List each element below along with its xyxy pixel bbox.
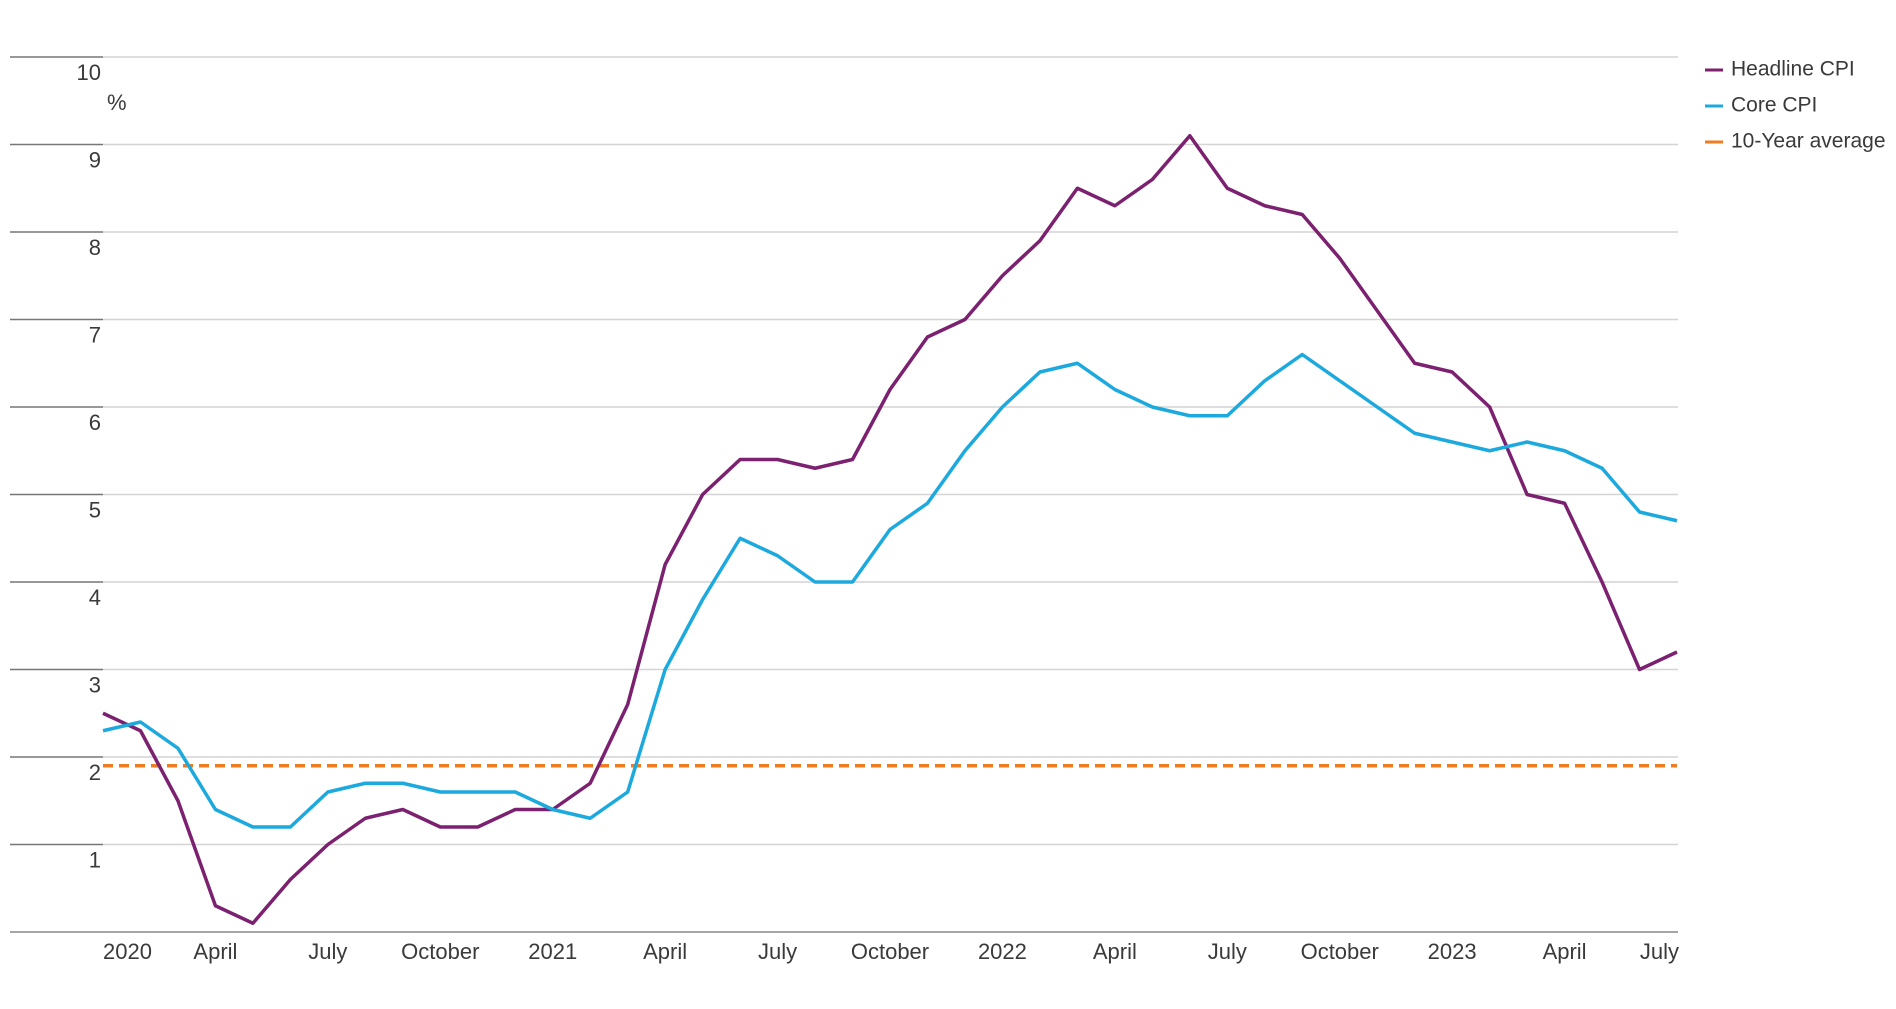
x-tick-label: 2020 — [103, 939, 152, 964]
legend-label: Headline CPI — [1731, 58, 1855, 81]
x-tick-label: 2023 — [1428, 939, 1477, 964]
x-tick-label: October — [1301, 939, 1379, 964]
x-tick-label: 2022 — [978, 939, 1027, 964]
x-tick-label: July — [1640, 939, 1679, 964]
y-tick-label: 9 — [89, 147, 101, 172]
x-tick-label: October — [401, 939, 479, 964]
y-unit: % — [107, 90, 127, 115]
y-tick-label: 2 — [89, 760, 101, 785]
x-tick-label: October — [851, 939, 929, 964]
y-tick-label: 10 — [77, 60, 101, 85]
x-tick-label: July — [308, 939, 347, 964]
line-series — [102, 352, 1678, 829]
x-tick-label: April — [643, 939, 687, 964]
x-tick-label: April — [1543, 939, 1587, 964]
y-tick-label: 6 — [89, 410, 101, 435]
y-tick-label: 1 — [89, 847, 101, 872]
y-tick-label: 7 — [89, 322, 101, 347]
y-tick-label: 3 — [89, 672, 101, 697]
x-tick-label: July — [758, 939, 797, 964]
line-series — [102, 134, 1678, 925]
x-tick-label: July — [1208, 939, 1247, 964]
legend-label: Core CPI — [1731, 94, 1817, 117]
x-tick-label: April — [1093, 939, 1137, 964]
x-tick-label: 2021 — [528, 939, 577, 964]
y-tick-label: 4 — [89, 585, 101, 610]
y-tick-label: 5 — [89, 497, 101, 522]
x-tick-label: April — [193, 939, 237, 964]
y-tick-label: 8 — [89, 235, 101, 260]
legend-label: 10-Year average — [1731, 130, 1886, 153]
